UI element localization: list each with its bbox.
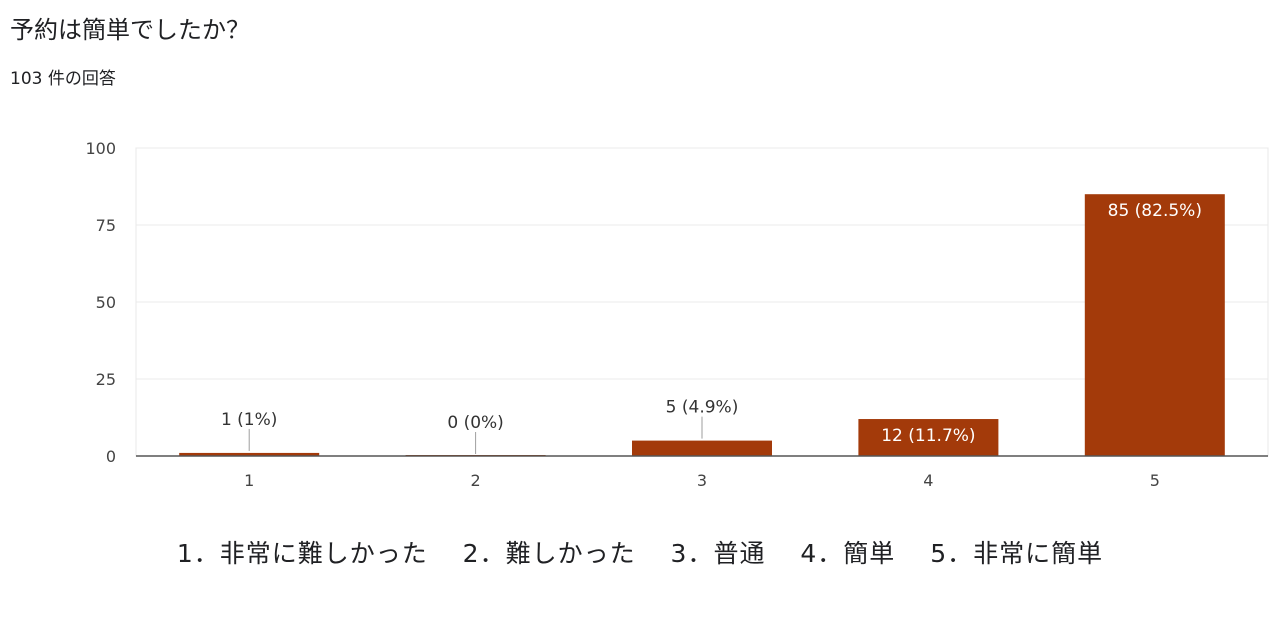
bar xyxy=(858,419,999,456)
x-tick-label: 1 xyxy=(244,471,254,490)
y-tick-label: 50 xyxy=(96,293,116,312)
data-label: 5 (4.9%) xyxy=(666,398,739,418)
bar xyxy=(632,440,772,456)
chart-title: 予約は簡単でしたか？ xyxy=(10,16,250,44)
x-tick-label: 3 xyxy=(697,471,707,490)
x-tick-label: 4 xyxy=(923,471,933,490)
data-label: 0 (0%) xyxy=(447,413,503,433)
y-tick-label: 25 xyxy=(96,370,116,389)
y-tick-label: 100 xyxy=(85,139,116,158)
x-tick-label: 2 xyxy=(471,471,481,490)
data-label: 1 (1%) xyxy=(221,410,277,430)
response-count: 103 件の回答 xyxy=(10,69,116,89)
scale-legend: 1．非常に難しかった 2．難しかった 3．普通 4．簡単 5．非常に簡単 xyxy=(176,539,1104,568)
data-label: 12 (11.7%) xyxy=(881,426,975,446)
bar xyxy=(1084,194,1225,456)
bar xyxy=(179,452,320,456)
data-label: 85 (82.5%) xyxy=(1108,201,1202,221)
y-tick-label: 75 xyxy=(96,216,116,235)
x-tick-label: 5 xyxy=(1150,471,1160,490)
y-tick-label: 0 xyxy=(106,447,116,466)
